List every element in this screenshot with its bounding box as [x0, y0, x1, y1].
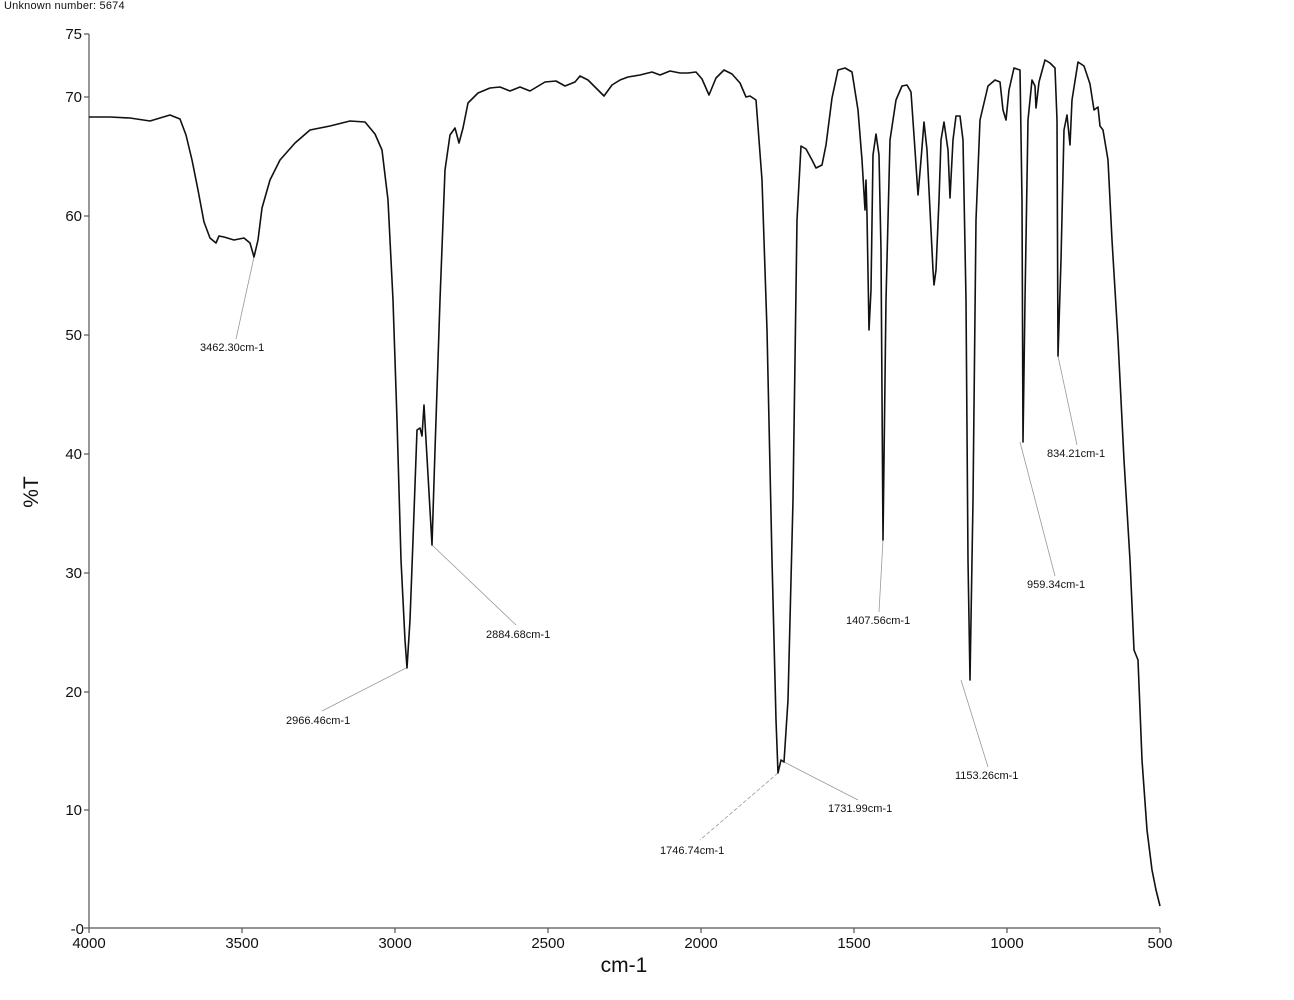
peak-label: 1407.56cm-1	[846, 615, 910, 627]
y-axis-title: %T	[20, 476, 43, 508]
peak-label: 1746.74cm-1	[660, 845, 724, 857]
peak-label: 3462.30cm-1	[200, 342, 264, 354]
x-tick-label: 3500	[225, 935, 258, 952]
chart-title: Unknown number: 5674	[4, 0, 125, 12]
x-tick-labels: 4000 3500 3000 2500 2000 1500 1000 500	[72, 935, 1172, 952]
y-tick-label: -0	[71, 921, 84, 938]
peak-label: 834.21cm-1	[1047, 448, 1105, 460]
peak-label: 1731.99cm-1	[828, 803, 892, 815]
y-tick-label: 10	[65, 802, 82, 819]
peak-labels: 3462.30cm-1 2966.46cm-1 2884.68cm-1 1746…	[200, 342, 1105, 857]
y-tick-label: 40	[65, 446, 82, 463]
x-tick-label: 2000	[684, 935, 717, 952]
y-tick-label: 70	[65, 89, 82, 106]
y-tick-label: 20	[65, 684, 82, 701]
x-tick-label: 1500	[837, 935, 870, 952]
y-tick-label: 50	[65, 327, 82, 344]
peak-label: 2884.68cm-1	[486, 629, 550, 641]
x-tick-label: 3000	[378, 935, 411, 952]
spectrum-line	[89, 59, 1161, 907]
x-tick-label: 500	[1147, 935, 1172, 952]
peak-leader-lines	[235, 256, 1078, 841]
x-tick-label: 4000	[72, 935, 105, 952]
x-tick-label: 2500	[531, 935, 564, 952]
x-axis	[88, 927, 1161, 933]
peak-label: 1153.26cm-1	[955, 770, 1018, 782]
y-tick-label: 75	[65, 26, 82, 43]
x-axis-title: cm-1	[601, 954, 648, 977]
y-tick-label: 30	[65, 565, 82, 582]
y-tick-labels: 75 70 60 50 40 30 20 10 -0	[65, 26, 84, 938]
x-tick-label: 1000	[990, 935, 1023, 952]
y-axis	[84, 33, 90, 929]
peak-label: 2966.46cm-1	[286, 715, 350, 727]
y-tick-label: 60	[65, 208, 82, 225]
peak-label: 959.34cm-1	[1027, 579, 1085, 591]
